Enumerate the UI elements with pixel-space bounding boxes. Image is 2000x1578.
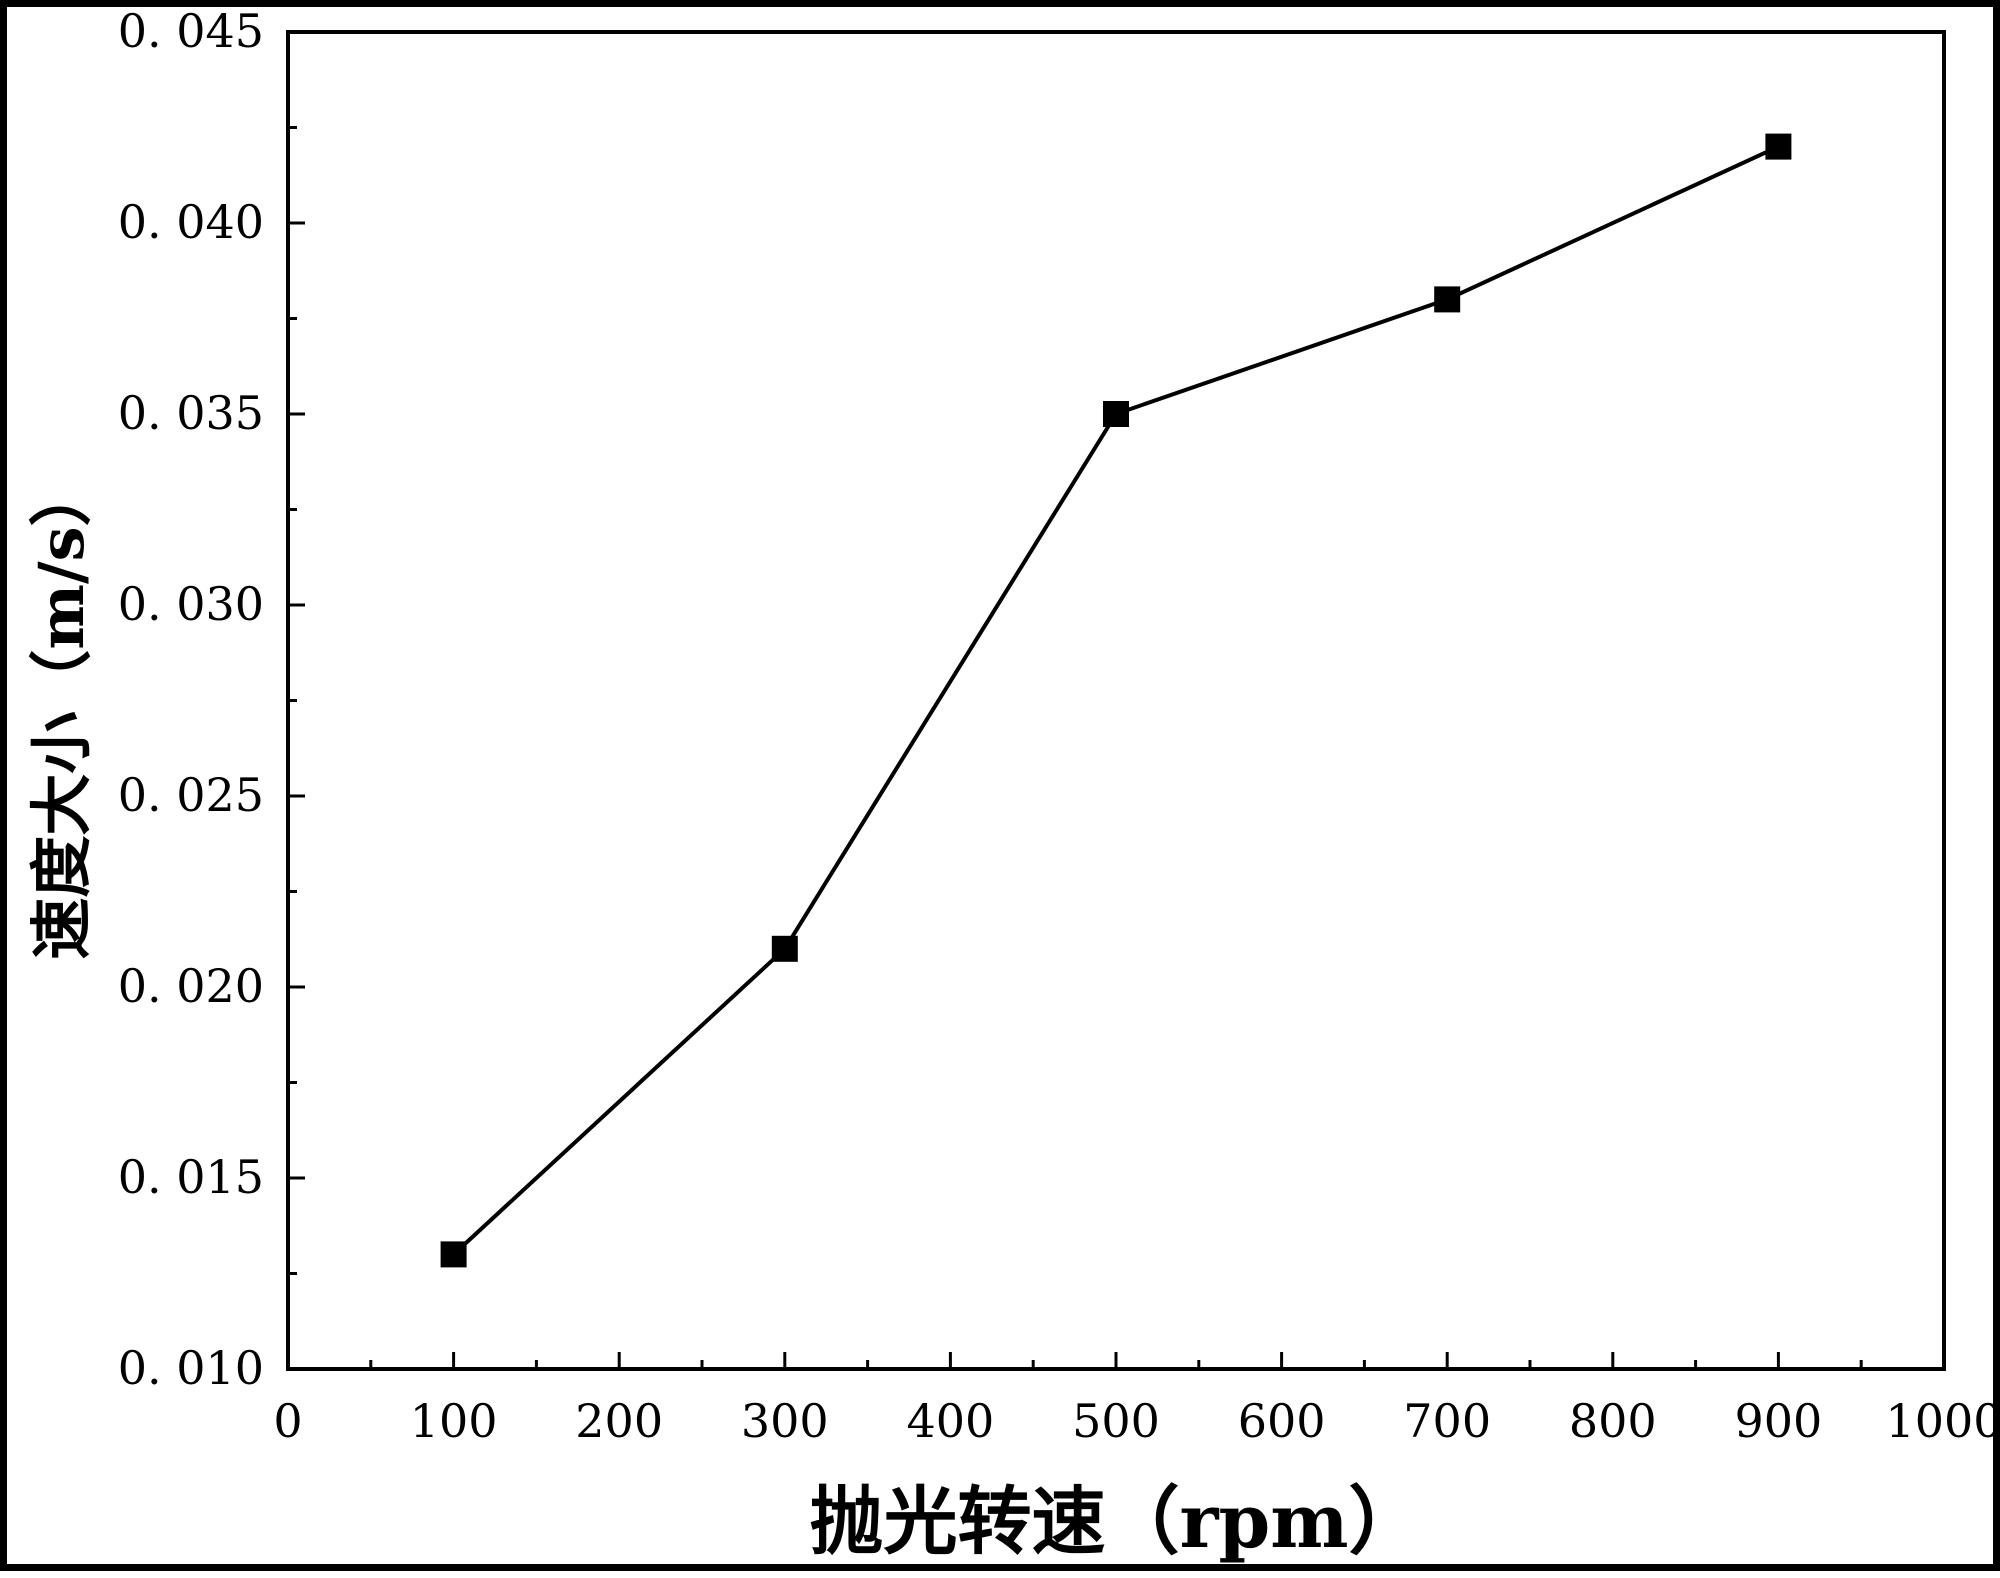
ticks-layer	[286, 30, 1946, 1371]
x-axis-title: 抛光转速（rpm）	[809, 1479, 1422, 1565]
x-tick-label: 600	[1238, 1394, 1326, 1448]
y-tick-label: 0. 035	[118, 386, 264, 440]
x-tick-label: 500	[1072, 1394, 1160, 1448]
x-tick-label: 200	[575, 1394, 663, 1448]
y-tick-label: 0. 010	[118, 1341, 264, 1395]
y-tick-label: 0. 045	[118, 7, 264, 58]
x-tick-label: 400	[906, 1394, 994, 1448]
line-chart: 0 100 200 300 400 500 600 700 800 900 1000 0. 010 0.…	[25, 7, 2000, 1565]
x-tick-label: 100	[410, 1394, 498, 1448]
x-tick-label: 700	[1403, 1394, 1491, 1448]
data-point-marker	[1765, 133, 1792, 160]
y-tick-label: 0. 030	[118, 577, 264, 631]
y-tick-label: 0. 020	[118, 959, 264, 1013]
labels-layer: 0 100 200 300 400 500 600 700 800 900 1000 0. 010 0.…	[118, 7, 2000, 1448]
data-point-marker	[1103, 401, 1129, 427]
y-tick-label: 0. 025	[118, 768, 264, 822]
y-tick-label: 0. 040	[118, 195, 264, 249]
x-tick-label: 300	[741, 1394, 829, 1448]
plot-area-frame	[286, 30, 1946, 1371]
x-tick-label: 1000	[1885, 1394, 2000, 1448]
x-tick-label: 800	[1569, 1394, 1657, 1448]
x-tick-label: 900	[1734, 1394, 1822, 1448]
data-point-marker	[771, 935, 798, 962]
series-line	[452, 144, 1780, 1256]
data-point-marker	[1434, 286, 1461, 313]
y-axis-title: 速度大小（m/s）	[25, 464, 98, 959]
x-tick-label: 0	[273, 1394, 302, 1448]
y-tick-label: 0. 015	[118, 1150, 264, 1204]
data-point-marker	[440, 1241, 467, 1268]
series-layer	[440, 133, 1792, 1268]
